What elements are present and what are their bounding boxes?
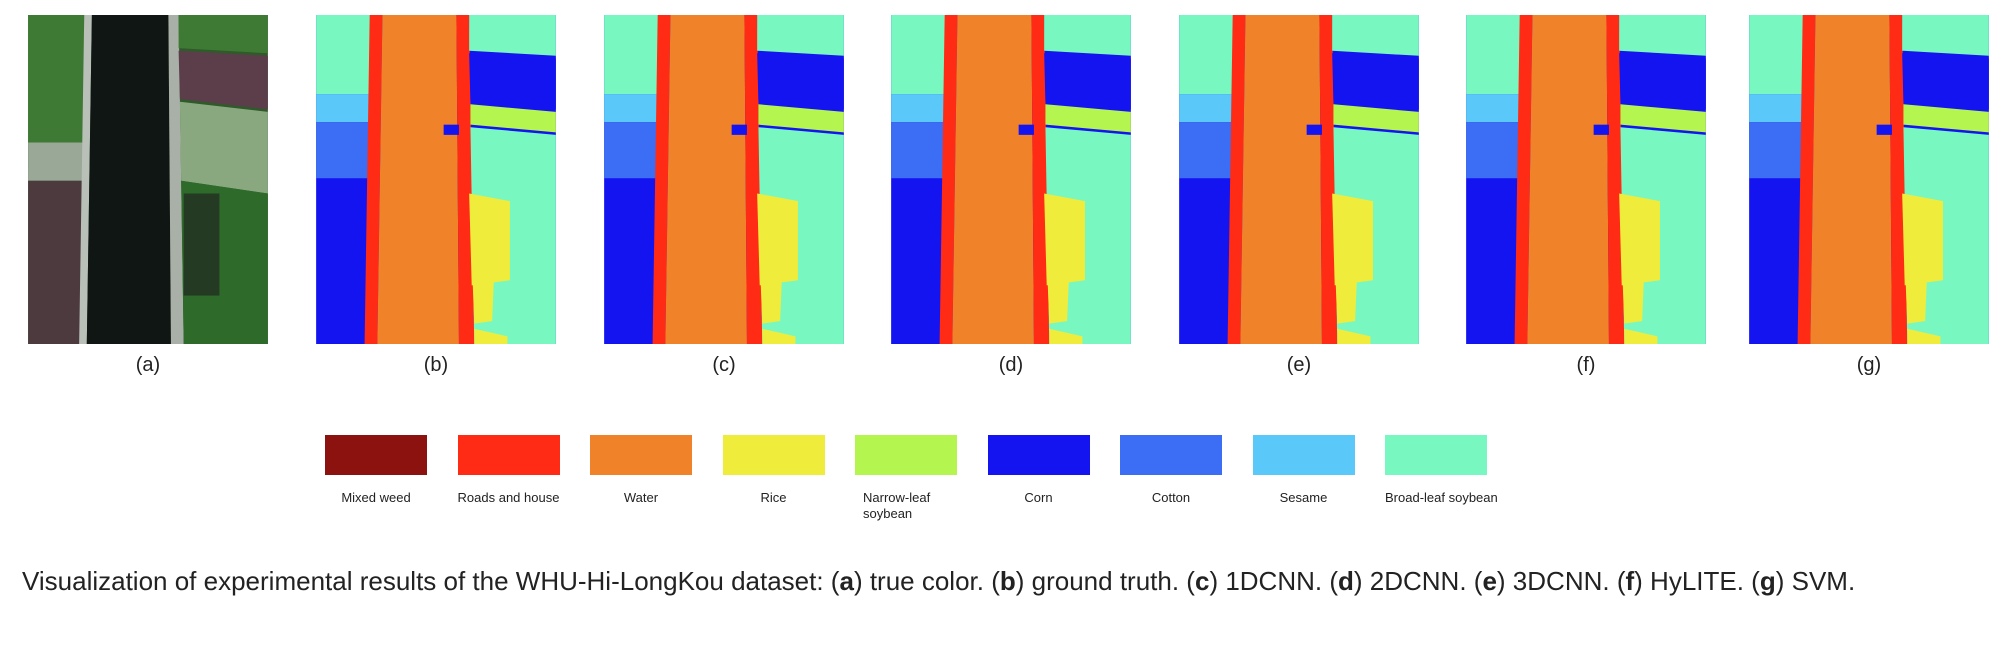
- legend-swatch: [325, 435, 427, 475]
- legend-swatch: [987, 435, 1090, 475]
- panel-label: (a): [135, 354, 161, 376]
- legend-label: Water: [623, 490, 659, 505]
- caption-letter: b: [999, 566, 1016, 596]
- panel-image: [316, 15, 556, 344]
- legend-label: Cotton: [1151, 490, 1191, 505]
- caption-text: ) HyLITE. (: [1634, 566, 1760, 596]
- panel-image: [28, 15, 268, 344]
- caption-letter: a: [839, 566, 854, 596]
- caption: Visualization of experimental results of…: [22, 556, 1977, 606]
- legend-swatch: [1385, 435, 1487, 475]
- legend-swatch: [722, 435, 825, 475]
- caption-text: ) 3DCNN. (: [1496, 566, 1626, 596]
- panel-image: [1749, 15, 1989, 344]
- caption-letter: c: [1194, 566, 1210, 596]
- legend-swatch: [457, 435, 560, 475]
- caption-text: ) 1DCNN. (: [1209, 566, 1338, 596]
- panel-image: [604, 15, 844, 344]
- panel-image: [891, 15, 1131, 344]
- panel-label: (c): [712, 354, 736, 376]
- caption-text: ) 2DCNN. (: [1353, 566, 1483, 596]
- caption-letter: g: [1759, 566, 1776, 596]
- caption-letter: f: [1625, 566, 1635, 596]
- legend-label: Rice: [760, 490, 787, 505]
- legend-swatch: [590, 435, 692, 475]
- panel-image: [1179, 15, 1419, 344]
- panel-label: (d): [998, 354, 1024, 376]
- legend-label: Broad-leaf soybean: [1385, 490, 1498, 505]
- caption-text: ) true color. (: [853, 566, 1000, 596]
- caption-text: ) ground truth. (: [1015, 566, 1195, 596]
- legend-swatch: [1120, 435, 1222, 475]
- legend-label: Mixed weed: [341, 490, 411, 505]
- panel-label: (g): [1856, 354, 1882, 376]
- caption-text: ) SVM.: [1775, 566, 1856, 596]
- legend-label: Corn: [1024, 490, 1053, 505]
- panel-label: (e): [1286, 354, 1312, 376]
- caption-letter: d: [1338, 566, 1354, 596]
- legend-label: Sesame: [1279, 490, 1328, 505]
- legend-swatch: [855, 435, 957, 475]
- panel-label: (b): [423, 354, 449, 376]
- legend-label: Narrow-leaf soybean: [863, 490, 931, 521]
- legend-label: Roads and house: [457, 490, 560, 505]
- panel-label: (f): [1576, 354, 1596, 376]
- caption-text: Visualization of experimental results of…: [22, 566, 840, 596]
- caption-letter: e: [1482, 566, 1497, 596]
- legend-swatch: [1252, 435, 1355, 475]
- panel-image: [1466, 15, 1706, 344]
